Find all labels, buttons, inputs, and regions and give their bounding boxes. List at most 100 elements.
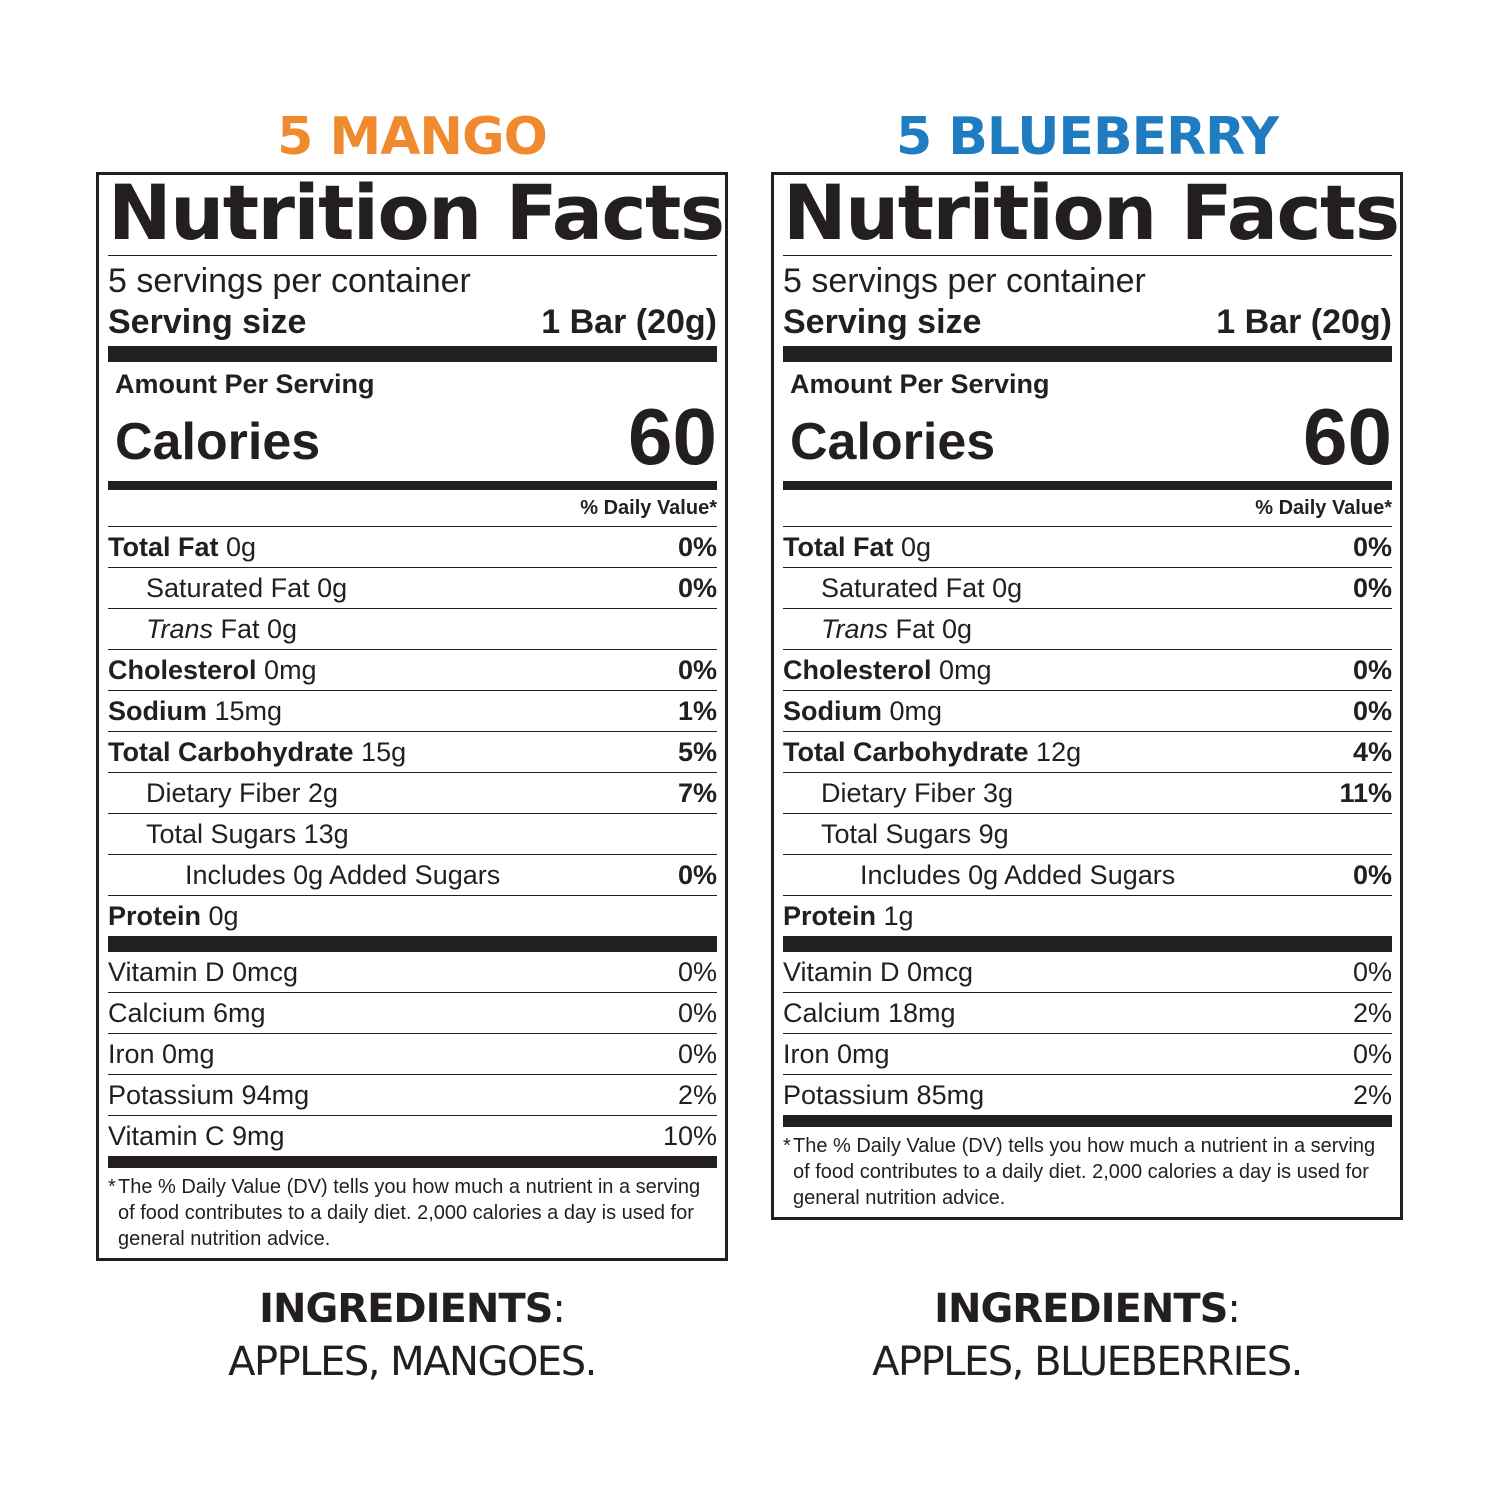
nutrition-facts-heading: Nutrition Facts <box>783 168 1400 257</box>
ingredients-block: INGREDIENTS: APPLES, MANGOES. <box>96 1284 728 1390</box>
nutrient-name: Total Sugars 9g <box>821 818 1009 849</box>
nutrient-name: Dietary Fiber 2g <box>146 777 339 808</box>
nutrient-amount: 0g <box>208 900 239 931</box>
vitamin-row: Potassium 85mg 2% <box>783 1074 1392 1115</box>
calories-label: Calories <box>790 413 996 471</box>
nutrient-name-italic: Trans <box>146 613 214 644</box>
vitamin-row: Potassium 94mg 2% <box>108 1074 717 1115</box>
nutrient-name: Sodium <box>783 695 882 726</box>
vitamin-row: Vitamin C 9mg 10% <box>108 1115 717 1156</box>
amount-per-serving: Amount Per Serving <box>115 369 375 399</box>
nutrient-row-protein: Protein 1g <box>783 895 1392 936</box>
daily-value-footnote: * The % Daily Value (DV) tells you how m… <box>108 1168 717 1258</box>
ingredients-heading: INGREDIENTS <box>259 1286 553 1332</box>
nutrient-row-cholesterol: Cholesterol 0mg 0% <box>783 649 1392 690</box>
nutrient-name: Protein <box>783 900 877 931</box>
nutrient-dv: 0% <box>677 572 717 603</box>
vitamin-dv: 0% <box>1352 1038 1392 1069</box>
calories-label: Calories <box>115 413 321 471</box>
nutrient-amount: 0g <box>901 531 932 562</box>
nutrient-name: Saturated Fat 0g <box>821 572 1023 603</box>
nutrient-dv: 11% <box>1339 777 1392 808</box>
vitamin-dv: 0% <box>677 956 717 987</box>
vitamin-dv: 0% <box>1352 956 1392 987</box>
vitamin-name: Iron 0mg <box>783 1038 890 1069</box>
nutrient-row-trans-fat: Trans Fat 0g <box>108 608 717 649</box>
nutrient-dv: 5% <box>677 736 717 767</box>
vitamin-name: Calcium 6mg <box>108 997 266 1028</box>
nutrient-amount: 1g <box>883 900 914 931</box>
nutrient-name: Protein <box>108 900 202 931</box>
nutrient-dv: 0% <box>1352 695 1392 726</box>
medium-divider <box>108 481 717 490</box>
nutrient-dv: 0% <box>677 531 717 562</box>
ingredients-list: APPLES, BLUEBERRIES. <box>872 1339 1303 1385</box>
divider <box>783 255 1392 256</box>
nutrient-row-saturated-fat: Saturated Fat 0g 0% <box>108 567 717 608</box>
servings-per-container: 5 servings per container <box>108 262 471 300</box>
nutrient-row-total-sugars: Total Sugars 13g <box>108 813 717 854</box>
nutrient-amount: 0g <box>226 531 257 562</box>
vitamin-row: Iron 0mg 0% <box>108 1033 717 1074</box>
nutrient-name: Total Sugars 13g <box>146 818 349 849</box>
calories-value: 60 <box>628 392 717 481</box>
nutrient-dv: 0% <box>1352 572 1392 603</box>
nutrient-amount: 12g <box>1036 736 1082 767</box>
nutrient-name: Fat 0g <box>220 613 298 644</box>
nutrient-dv: 0% <box>1352 859 1392 890</box>
nutrient-dv: 0% <box>677 654 717 685</box>
nutrient-row-total-carbohydrate: Total Carbohydrate 12g 4% <box>783 731 1392 772</box>
nutrient-dv: 0% <box>677 859 717 890</box>
nutrient-row-added-sugars: Includes 0g Added Sugars 0% <box>108 854 717 895</box>
nutrient-dv: 4% <box>1352 736 1392 767</box>
amount-per-serving: Amount Per Serving <box>790 369 1050 399</box>
vitamin-name: Potassium 94mg <box>108 1079 310 1110</box>
divider <box>108 255 717 256</box>
nutrition-facts-label: Nutrition Facts 5 servings per container… <box>96 168 728 1261</box>
ingredients-heading: INGREDIENTS <box>934 1286 1228 1332</box>
nutrient-dv: 0% <box>1352 654 1392 685</box>
footnote-star: * <box>108 1176 116 1198</box>
vitamin-dv: 0% <box>677 1038 717 1069</box>
nutrient-row-cholesterol: Cholesterol 0mg 0% <box>108 649 717 690</box>
ingredients-list: APPLES, MANGOES. <box>228 1339 597 1385</box>
nutrient-row-dietary-fiber: Dietary Fiber 2g 7% <box>108 772 717 813</box>
thick-divider <box>108 936 717 952</box>
serving-size-label: Serving size <box>783 303 982 341</box>
vitamin-row: Vitamin D 0mcg 0% <box>108 952 717 992</box>
nutrient-name: Total Fat <box>783 531 894 562</box>
nutrient-row-total-carbohydrate: Total Carbohydrate 15g 5% <box>108 731 717 772</box>
nutrient-name: Includes 0g Added Sugars <box>860 859 1176 890</box>
vitamin-row: Vitamin D 0mcg 0% <box>783 952 1392 992</box>
nutrient-dv: 1% <box>677 695 717 726</box>
serving-size-row: Serving size 1 Bar (20g) <box>783 302 1392 346</box>
nutrient-row-trans-fat: Trans Fat 0g <box>783 608 1392 649</box>
nutrient-row-total-fat: Total Fat 0g 0% <box>783 526 1392 567</box>
nutrition-facts-heading: Nutrition Facts <box>108 168 725 257</box>
nutrient-row-protein: Protein 0g <box>108 895 717 936</box>
nutrient-row-dietary-fiber: Dietary Fiber 3g 11% <box>783 772 1392 813</box>
nutrient-row-sodium: Sodium 0mg 0% <box>783 690 1392 731</box>
nutrient-name: Cholesterol <box>108 654 257 685</box>
medium-divider <box>783 481 1392 490</box>
vitamin-dv: 2% <box>1352 1079 1392 1110</box>
nutrient-amount: 0mg <box>264 654 317 685</box>
nutrient-amount: 0mg <box>939 654 992 685</box>
daily-value-header: % Daily Value* <box>1255 497 1392 519</box>
ingredients-colon: : <box>1227 1286 1241 1332</box>
vitamin-name: Calcium 18mg <box>783 997 956 1028</box>
nutrition-facts-label: Nutrition Facts 5 servings per container… <box>771 168 1403 1220</box>
thick-divider <box>783 346 1392 362</box>
daily-value-footnote: * The % Daily Value (DV) tells you how m… <box>783 1127 1392 1217</box>
servings-per-container: 5 servings per container <box>783 262 1146 300</box>
nutrient-row-total-fat: Total Fat 0g 0% <box>108 526 717 567</box>
vitamin-name: Vitamin D 0mcg <box>108 956 299 987</box>
serving-size-label: Serving size <box>108 303 307 341</box>
serving-size-value: 1 Bar (20g) <box>1216 303 1392 341</box>
nutrient-row-added-sugars: Includes 0g Added Sugars 0% <box>783 854 1392 895</box>
nutrient-name: Total Carbohydrate <box>108 736 354 767</box>
nutrient-name: Total Fat <box>108 531 219 562</box>
nutrient-name: Saturated Fat 0g <box>146 572 348 603</box>
vitamin-dv: 0% <box>677 997 717 1028</box>
nutrient-name-italic: Trans <box>821 613 889 644</box>
